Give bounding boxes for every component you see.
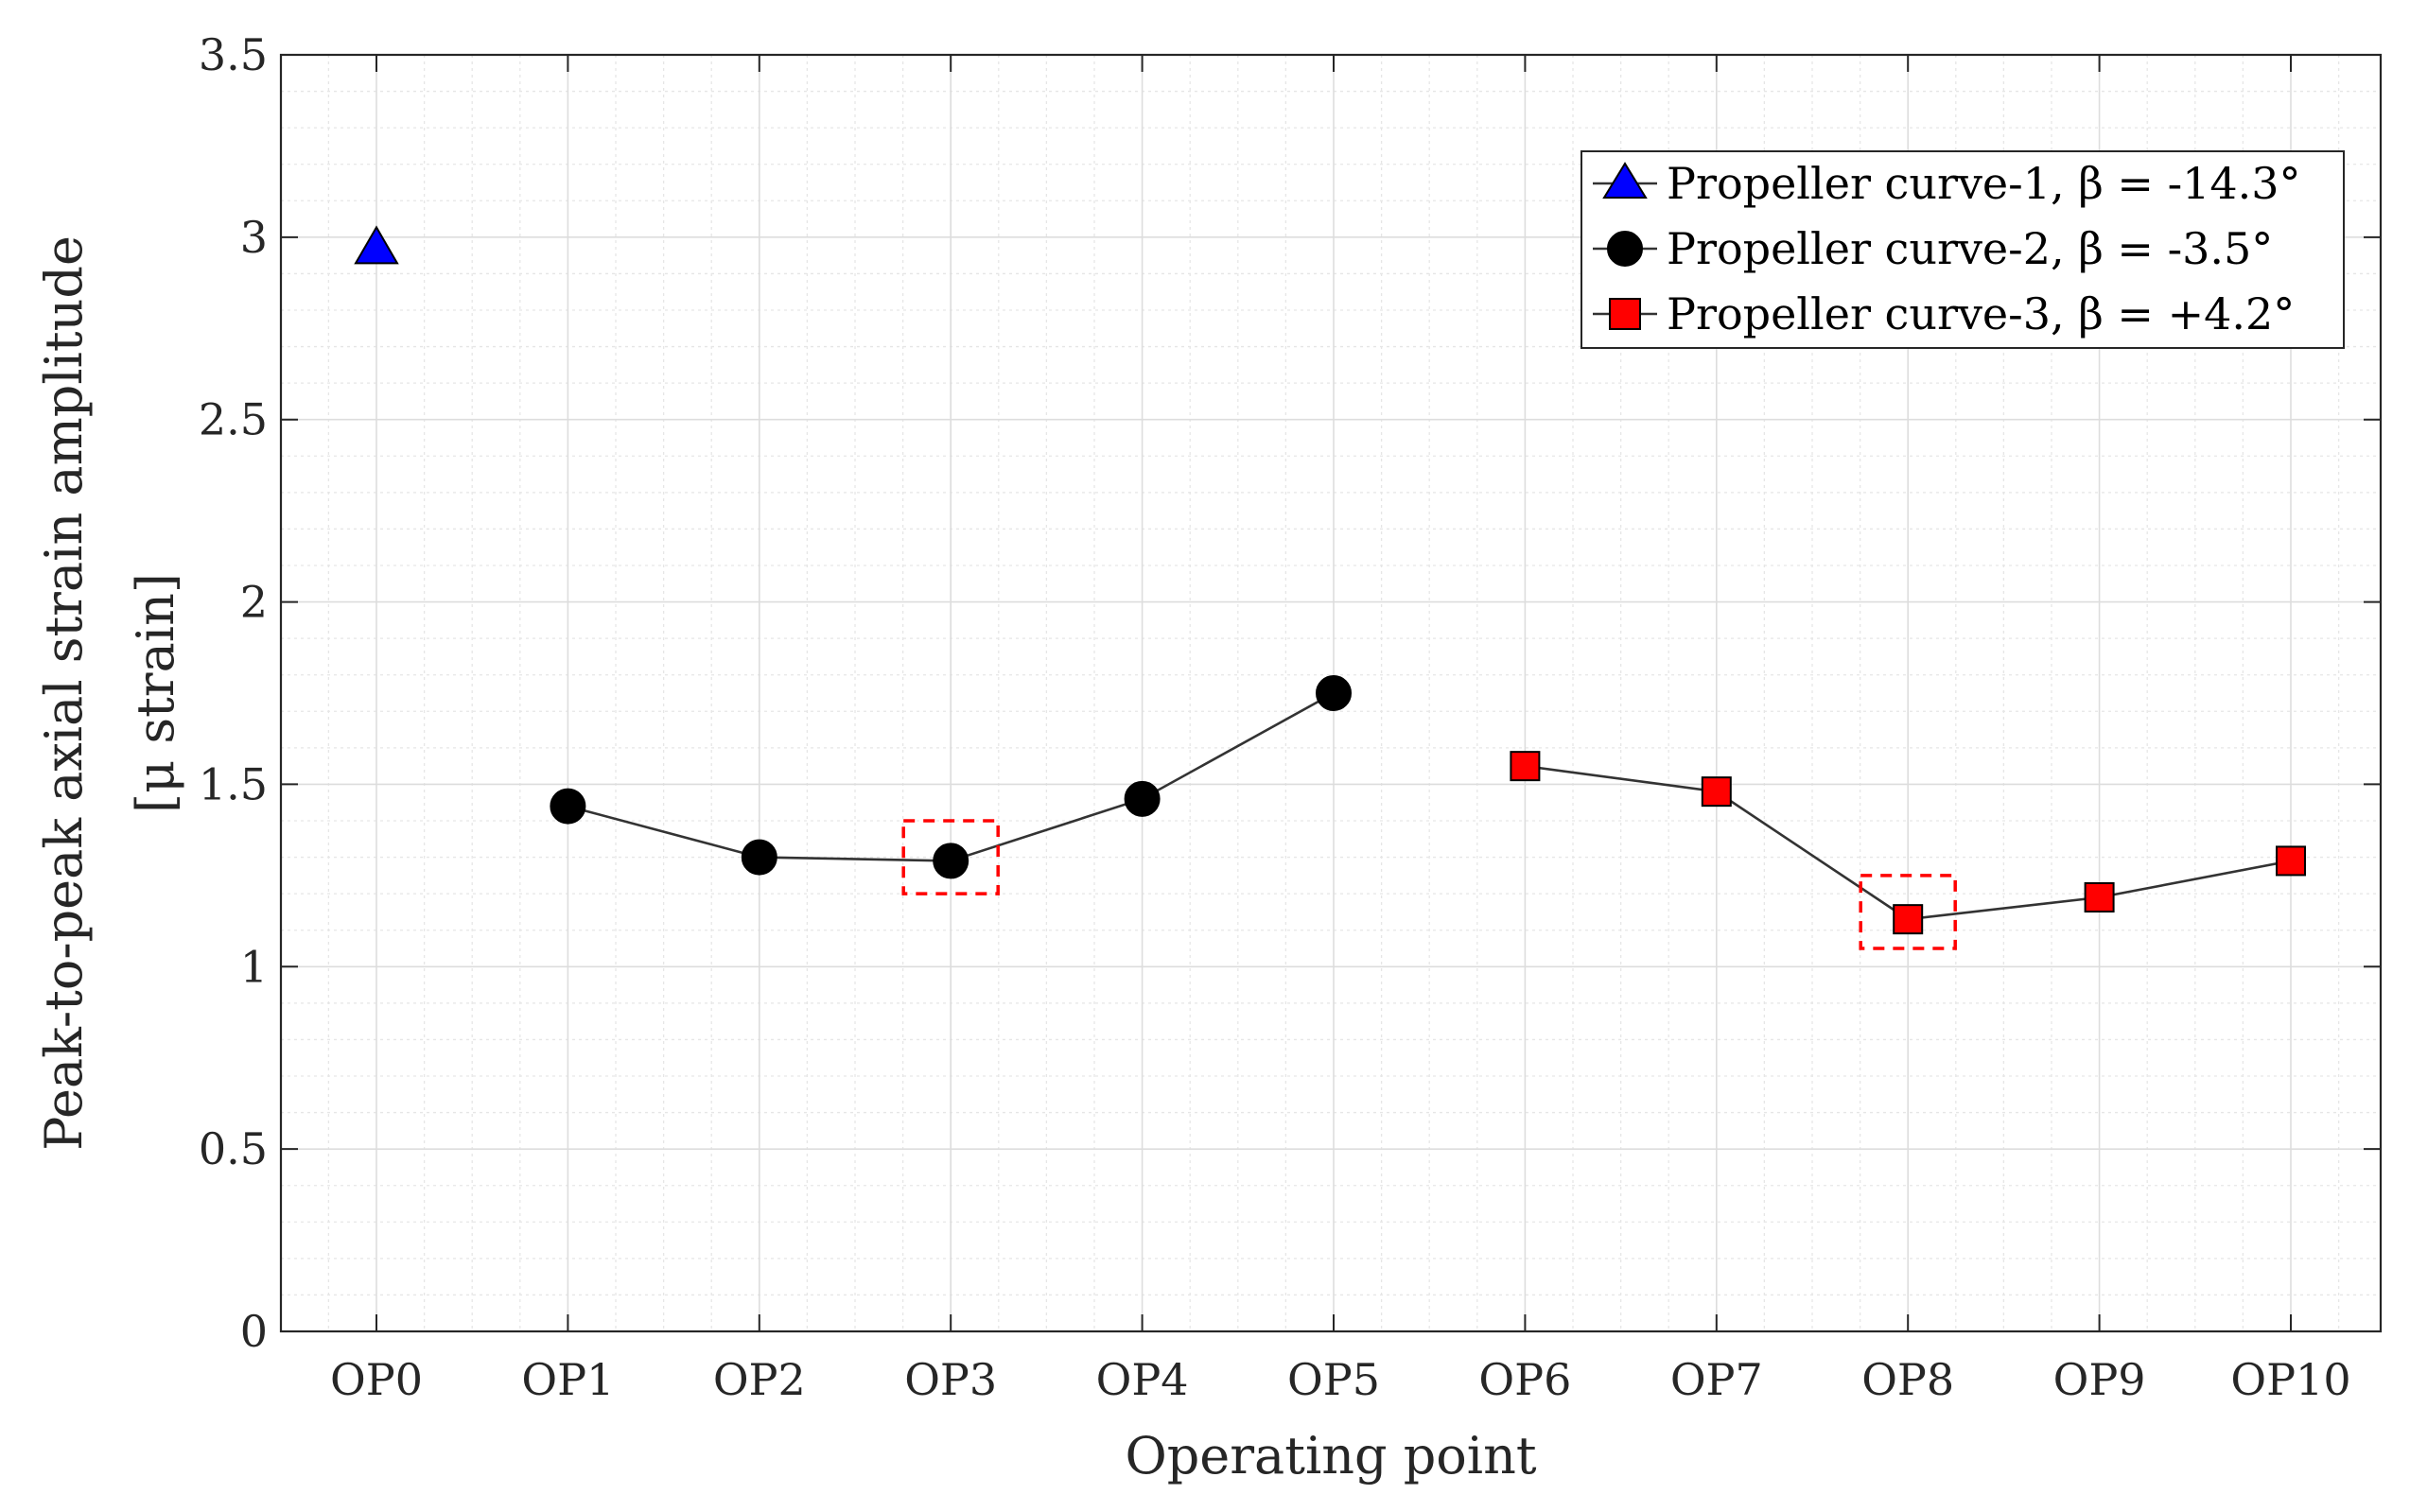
legend-circle-marker xyxy=(1607,231,1643,267)
legend-square-marker xyxy=(1609,298,1641,330)
square-marker xyxy=(2276,845,2306,877)
x-tick-label: OP7 xyxy=(1670,1354,1763,1405)
plot-frame xyxy=(279,53,2383,1333)
legend-item-curve-2: Propeller curve-2, β = -3.5° xyxy=(1593,223,2273,274)
x-tick-label: OP10 xyxy=(2230,1354,2350,1405)
square-marker xyxy=(2084,882,2115,912)
x-axis-ticks: OP0 OP1 OP2 OP3 OP4 OP5 OP6 OP7 OP8 OP9 OP10 xyxy=(330,55,2351,1405)
x-tick-label: OP8 xyxy=(1861,1354,1954,1405)
square-marker xyxy=(1510,751,1541,782)
legend-box xyxy=(1580,150,2345,349)
circle-marker xyxy=(1316,675,1352,711)
highlights xyxy=(901,819,1957,950)
y-tick-label: 2 xyxy=(240,577,268,628)
legend-label: Propeller curve-3, β = +4.2° xyxy=(1667,288,2295,339)
legend-label: Propeller curve-2, β = -3.5° xyxy=(1667,223,2273,274)
x-tick-label: OP5 xyxy=(1287,1354,1380,1405)
series-1 xyxy=(354,225,399,265)
highlight-box xyxy=(901,819,1000,895)
square-marker xyxy=(1893,904,1924,935)
x-tick-label: OP3 xyxy=(904,1354,997,1405)
x-tick-label: OP2 xyxy=(713,1354,806,1405)
legend-item-curve-1: Propeller curve-1, β = -14.3° xyxy=(1593,158,2301,209)
highlight-box xyxy=(1859,874,1957,950)
x-tick-label: OP4 xyxy=(1096,1354,1189,1405)
y-axis-label-line2: [μ strain] xyxy=(126,573,185,813)
circle-marker xyxy=(741,839,777,876)
x-tick-label: OP1 xyxy=(521,1354,614,1405)
legend-label: Propeller curve-1, β = -14.3° xyxy=(1667,158,2301,209)
square-marker xyxy=(1701,776,1732,808)
y-tick-label: 2.5 xyxy=(199,394,268,445)
x-axis-label: Operating point xyxy=(1125,1426,1536,1486)
y-tick-label: 0.5 xyxy=(199,1123,268,1174)
x-tick-label: OP0 xyxy=(330,1354,423,1405)
legend-item-curve-3: Propeller curve-3, β = +4.2° xyxy=(1593,288,2295,339)
x-tick-label: OP9 xyxy=(2053,1354,2146,1405)
y-axis-label-line1: Peak-to-peak axial strain amplitude xyxy=(34,235,94,1151)
circle-marker xyxy=(550,788,586,825)
y-tick-label: 0 xyxy=(240,1306,268,1357)
y-tick-label: 1 xyxy=(240,941,268,992)
legend-triangle-marker xyxy=(1602,162,1648,199)
series-3 xyxy=(1510,751,2306,935)
triangle-marker xyxy=(354,225,399,265)
y-tick-label: 1.5 xyxy=(199,758,268,809)
series-2 xyxy=(550,675,1352,879)
y-axis-ticks: 0 0.5 1 1.5 2 2.5 3 3.5 xyxy=(199,29,2381,1357)
circle-marker xyxy=(1124,780,1161,817)
y-tick-label: 3 xyxy=(240,212,268,263)
circle-marker xyxy=(933,843,969,879)
series xyxy=(354,225,2306,935)
legend: Propeller curve-1, β = -14.3° Propeller … xyxy=(1580,150,2345,349)
x-tick-label: OP6 xyxy=(1478,1354,1571,1405)
y-tick-label: 3.5 xyxy=(199,29,268,80)
